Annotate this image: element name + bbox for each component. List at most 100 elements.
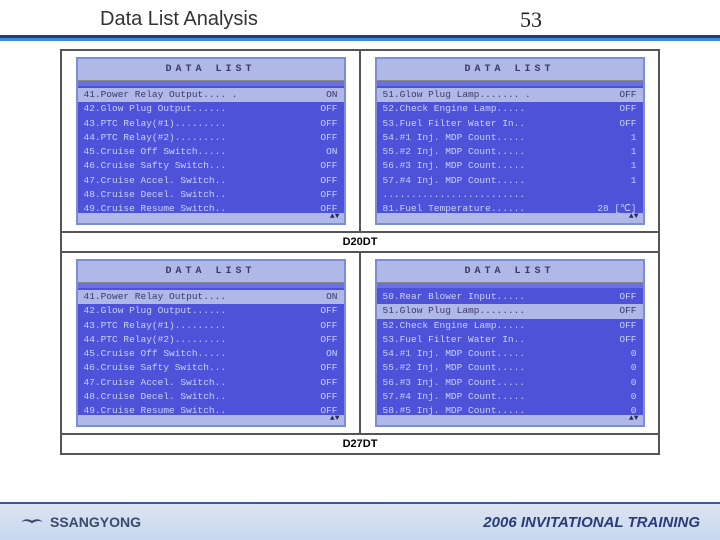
- row-value: OFF: [619, 304, 636, 318]
- row-label: .........................: [383, 188, 526, 202]
- row-label: 54.#1 Inj. MDP Count.....: [383, 347, 526, 361]
- screen-header: DATA LIST: [377, 59, 643, 81]
- data-row: 55.#2 Inj. MDP Count.....1: [383, 145, 637, 159]
- row-value: OFF: [619, 319, 636, 333]
- footer-training-text: 2006 INVITATIONAL TRAINING: [483, 514, 700, 531]
- row-value: 1: [631, 174, 637, 188]
- row-label: 54.#1 Inj. MDP Count.....: [383, 131, 526, 145]
- row-label: 41.Power Relay Output....: [84, 290, 227, 304]
- slide-footer: SSANGYONG 2006 INVITATIONAL TRAINING: [0, 502, 720, 540]
- data-row: 51.Glow Plug Lamp....... . OFF: [377, 88, 643, 102]
- row-label: 55.#2 Inj. MDP Count.....: [383, 361, 526, 375]
- slide-header: Data List Analysis 53: [0, 0, 720, 35]
- screen-header: DATA LIST: [377, 261, 643, 283]
- row-label: 43.PTC Relay(#1).........: [84, 117, 227, 131]
- row-value: OFF: [619, 102, 636, 116]
- row-label: 48.Cruise Decel. Switch..: [84, 188, 227, 202]
- row-value: 0: [631, 390, 637, 404]
- row-label: 52.Check Engine Lamp.....: [383, 319, 526, 333]
- label-d20dt: D20DT: [61, 232, 659, 252]
- label-d27dt: D27DT: [61, 434, 659, 454]
- row-value: 1: [631, 159, 637, 173]
- diag-screen-3: DATA LIST 41.Power Relay Output....ON42.…: [76, 259, 346, 427]
- row-label: 51.Glow Plug Lamp....... .: [383, 88, 531, 102]
- row-label: 56.#3 Inj. MDP Count.....: [383, 159, 526, 173]
- row-value: ON: [326, 145, 337, 159]
- data-row: 45.Cruise Off Switch.....ON: [84, 347, 338, 361]
- data-row: 54.#1 Inj. MDP Count..... 1: [383, 131, 637, 145]
- data-row: 42.Glow Plug Output...... OFF: [84, 304, 338, 318]
- row-label: 57.#4 Inj. MDP Count.....: [383, 174, 526, 188]
- row-label: 46.Cruise Safty Switch...: [84, 159, 227, 173]
- row-label: 57.#4 Inj. MDP Count.....: [383, 390, 526, 404]
- row-label: 44.PTC Relay(#2).........: [84, 333, 227, 347]
- row-label: 44.PTC Relay(#2).........: [84, 131, 227, 145]
- page-title: Data List Analysis: [100, 8, 258, 31]
- data-row: 57.#4 Inj. MDP Count..... 0: [383, 390, 637, 404]
- data-row: 54.#1 Inj. MDP Count..... 0: [383, 347, 637, 361]
- row-label: 52.Check Engine Lamp.....: [383, 102, 526, 116]
- data-row: 53.Fuel Filter Water In.. OFF: [383, 117, 637, 131]
- row-value: 0: [631, 376, 637, 390]
- data-row: 48.Cruise Decel. Switch.. OFF: [84, 390, 338, 404]
- screen-body: 41.Power Relay Output....ON42.Glow Plug …: [78, 288, 344, 427]
- data-row: 44.PTC Relay(#2).........OFF: [84, 333, 338, 347]
- row-value: OFF: [619, 88, 636, 102]
- screen-header: DATA LIST: [78, 59, 344, 81]
- row-value: OFF: [619, 117, 636, 131]
- row-value: OFF: [619, 333, 636, 347]
- row-value: 1: [631, 131, 637, 145]
- row-value: OFF: [320, 131, 337, 145]
- row-label: 53.Fuel Filter Water In..: [383, 333, 526, 347]
- diag-screen-2: DATA LIST 51.Glow Plug Lamp....... .OFF5…: [375, 57, 645, 225]
- data-row: 45.Cruise Off Switch.....ON: [84, 145, 338, 159]
- data-row: 51.Glow Plug Lamp........OFF: [377, 304, 643, 318]
- data-row: 41.Power Relay Output.... .ON: [78, 88, 344, 102]
- row-value: OFF: [320, 390, 337, 404]
- diag-screen-4: DATA LIST 50.Rear Blower Input.....OFF51…: [375, 259, 645, 427]
- arrow-icon: ▲▼: [629, 211, 639, 223]
- data-row: 57.#4 Inj. MDP Count..... 1: [383, 174, 637, 188]
- row-label: 53.Fuel Filter Water In..: [383, 117, 526, 131]
- row-value: ON: [326, 290, 337, 304]
- arrow-icon: ▲▼: [629, 413, 639, 425]
- data-row: 55.#2 Inj. MDP Count..... 0: [383, 361, 637, 375]
- brand-name: SSANGYONG: [50, 514, 141, 530]
- row-value: 0: [631, 361, 637, 375]
- grid-cell-bl: DATA LIST 41.Power Relay Output....ON42.…: [61, 252, 360, 434]
- page-number: 53: [520, 7, 542, 33]
- row-value: 1: [631, 145, 637, 159]
- data-row: 44.PTC Relay(#2)......... OFF: [84, 131, 338, 145]
- row-value: 0: [631, 347, 637, 361]
- row-label: 42.Glow Plug Output......: [84, 304, 227, 318]
- data-row: 43.PTC Relay(#1)......... OFF: [84, 117, 338, 131]
- row-label: 41.Power Relay Output.... .: [84, 88, 238, 102]
- data-row: 56.#3 Inj. MDP Count..... 1: [383, 159, 637, 173]
- data-row: 46.Cruise Safty Switch... OFF: [84, 159, 338, 173]
- row-label: 47.Cruise Accel. Switch..: [84, 174, 227, 188]
- arrow-icon: ▲▼: [330, 211, 340, 223]
- row-label: 43.PTC Relay(#1).........: [84, 319, 227, 333]
- row-value: OFF: [320, 361, 337, 375]
- arrow-icon: ▲▼: [330, 413, 340, 425]
- row-value: OFF: [320, 174, 337, 188]
- row-value: OFF: [619, 290, 636, 304]
- row-label: 48.Cruise Decel. Switch..: [84, 390, 227, 404]
- data-row: 47.Cruise Accel. Switch..OFF: [84, 376, 338, 390]
- screen-footer: ▲▼: [78, 213, 344, 223]
- screenshot-grid: DATA LIST 41.Power Relay Output.... .ON4…: [60, 49, 660, 455]
- wings-icon: [20, 513, 44, 531]
- row-value: OFF: [320, 117, 337, 131]
- data-row: 52.Check Engine Lamp..... OFF: [383, 319, 637, 333]
- row-label: 45.Cruise Off Switch.....: [84, 347, 227, 361]
- screen-footer: ▲▼: [377, 415, 643, 425]
- row-label: 47.Cruise Accel. Switch..: [84, 376, 227, 390]
- screen-header: DATA LIST: [78, 261, 344, 283]
- row-value: OFF: [320, 304, 337, 318]
- data-row: 41.Power Relay Output.... ON: [78, 290, 344, 304]
- row-value: OFF: [320, 159, 337, 173]
- screen-body: 51.Glow Plug Lamp....... . OFF 52.Check En…: [377, 86, 643, 225]
- row-label: 42.Glow Plug Output......: [84, 102, 227, 116]
- screen-footer: ▲▼: [377, 213, 643, 223]
- row-value: OFF: [320, 319, 337, 333]
